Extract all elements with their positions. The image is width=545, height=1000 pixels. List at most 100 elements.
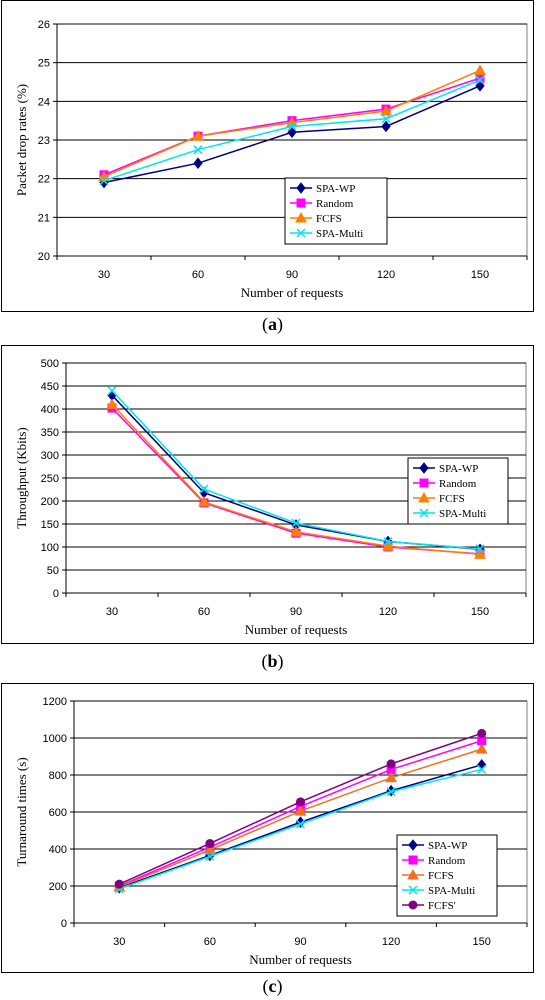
chart-a-series-0-point — [193, 157, 203, 170]
chart-b-legend-label-3: SPA-Multi — [439, 508, 486, 520]
chart-c-xtick-label: 30 — [113, 936, 125, 948]
chart-a-legend-label-1: Random — [316, 198, 354, 210]
chart-a-ytick-label: 24 — [38, 96, 50, 108]
chart-a-xtick-label: 120 — [377, 269, 395, 281]
chart-c-series-4-point — [296, 797, 305, 807]
chart-a-ylabel: Packet drop rates (%) — [14, 84, 29, 196]
chart-c-series-4-point — [386, 759, 396, 769]
chart-c-series-4-point — [477, 728, 487, 738]
chart-a: 20 21 22 23 24 25 26 30 60 90 120 150 Number of requ… — [1, 0, 534, 312]
chart-b-ytick-label: 500 — [41, 358, 59, 370]
chart-c-legend-label-3: SPA-Multi — [428, 885, 475, 897]
chart-b-ylabel: Throughput (Kbits) — [14, 427, 29, 528]
chart-c-ytick-label: 400 — [49, 844, 67, 856]
chart-a-series-0-point — [381, 120, 391, 133]
chart-b-series-3-point — [383, 536, 393, 547]
caption-b-open: ( — [261, 651, 268, 671]
chart-b-legend-marker-0 — [419, 462, 429, 474]
chart-a-legend-marker-1 — [296, 198, 306, 208]
caption-a-letter: a — [268, 314, 277, 334]
chart-c-series-2-point — [294, 805, 307, 816]
chart-b-legend-label-2: FCFS — [439, 493, 465, 505]
chart-b-ytick-label: 200 — [41, 496, 59, 508]
chart-c-series-3-point — [477, 764, 487, 774]
chart-a-ytick-label: 25 — [38, 58, 50, 70]
chart-a-legend-label-0: SPA-WP — [316, 183, 355, 195]
chart-b-xtick-label: 30 — [106, 606, 118, 618]
chart-b-ytick-label: 350 — [41, 427, 59, 439]
chart-b-ytick-label: 450 — [41, 381, 59, 393]
chart-b-xlabel: Number of requests — [245, 622, 348, 637]
chart-b-xtick-label: 120 — [379, 606, 397, 618]
chart-b-ytick-label: 250 — [41, 473, 59, 485]
chart-c-series-2-point — [385, 771, 397, 783]
chart-b-series-2-point — [474, 548, 486, 559]
chart-b-series-3-point — [291, 518, 301, 528]
caption-a-open: ( — [262, 314, 268, 334]
chart-a-series-3-point — [193, 145, 203, 155]
chart-c-legend-marker-3 — [408, 885, 418, 895]
chart-b-xtick-label: 60 — [198, 606, 210, 618]
chart-a-ytick-label: 26 — [38, 19, 50, 31]
chart-c-ytick-label: 0 — [61, 918, 67, 930]
chart-c-series-3-point — [295, 819, 306, 829]
chart-a-series-3-point — [287, 121, 297, 131]
chart-b-series-3-point — [475, 544, 485, 554]
chart-a-series-3-point — [99, 176, 109, 186]
chart-c-legend-marker-4 — [408, 900, 418, 910]
chart-c-series-4-point — [114, 879, 124, 889]
caption-a: (a) — [0, 314, 545, 335]
caption-c-open: ( — [262, 976, 269, 996]
chart-c-legend-label-1: Random — [428, 855, 466, 867]
chart-a-series-3-point — [381, 114, 391, 124]
chart-c-legend-marker-2 — [407, 868, 419, 880]
chart-a-legend-marker-2 — [295, 211, 307, 223]
chart-b-ytick-label: 150 — [41, 519, 59, 531]
chart-c-legend-label-2: FCFS — [428, 870, 454, 882]
chart-c-legend-label-4: FCFS' — [428, 900, 456, 912]
chart-b-legend-marker-1 — [419, 478, 429, 488]
chart-a-series-0-point — [287, 126, 297, 139]
chart-b-series-2-point — [382, 540, 394, 551]
chart-b-ytick-label: 400 — [41, 404, 59, 416]
caption-c-letter: c — [268, 976, 277, 996]
chart-a-series-2-point — [192, 130, 204, 141]
chart-c-ylabel: Turnaround times (s) — [14, 757, 29, 866]
chart-a-ytick-label: 20 — [38, 251, 50, 263]
chart-c-xlabel: Number of requests — [249, 952, 352, 967]
chart-a-series-0-point — [475, 80, 485, 92]
chart-c-xtick-label: 60 — [204, 936, 216, 948]
chart-b-xtick-label: 90 — [290, 606, 302, 618]
chart-c-ytick-label: 1000 — [43, 733, 67, 745]
chart-b-series-2-point — [198, 495, 210, 507]
chart-b-series-2-point — [106, 398, 118, 409]
chart-c-legend-label-0: SPA-WP — [428, 840, 467, 852]
chart-a-xtick-label: 90 — [286, 269, 298, 281]
chart-b-series-3-point — [199, 484, 209, 494]
chart-a-legend-label-3: SPA-Multi — [316, 228, 363, 240]
chart-b: 0 50 100 150 200 250 300 350 400 450 500 30 60 90 120 1… — [1, 345, 534, 644]
chart-a-xtick-label: 30 — [98, 269, 110, 281]
chart-b-series-3-point — [107, 386, 117, 396]
chart-a-series-2-point — [474, 64, 486, 75]
chart-c-series-4-point — [205, 838, 215, 848]
chart-c-ytick-label: 600 — [49, 807, 67, 819]
chart-a-series-3-point — [475, 75, 485, 85]
chart-c-legend-marker-1 — [408, 855, 418, 865]
chart-b-series-2-point — [290, 525, 302, 537]
chart-panel-c: 0 200 400 600 800 1000 1200 30 60 90 120 150 Number … — [0, 683, 545, 973]
chart-b-legend-marker-2 — [418, 491, 430, 503]
chart-c-xtick-label: 90 — [294, 936, 306, 948]
chart-a-xtick-label: 60 — [192, 269, 204, 281]
chart-a-ytick-label: 21 — [38, 212, 50, 224]
caption-b: (b) — [0, 651, 545, 672]
chart-c-xtick-label: 150 — [473, 936, 491, 948]
chart-a-series-2-point — [380, 104, 392, 116]
chart-b-ytick-label: 100 — [41, 542, 59, 554]
chart-c-ytick-label: 800 — [49, 770, 67, 782]
chart-a-xtick-label: 150 — [471, 269, 489, 281]
caption-c: (c) — [0, 976, 545, 997]
caption-c-close: ) — [276, 976, 283, 996]
caption-b-close: ) — [277, 651, 284, 671]
chart-c-xtick-label: 120 — [382, 936, 400, 948]
